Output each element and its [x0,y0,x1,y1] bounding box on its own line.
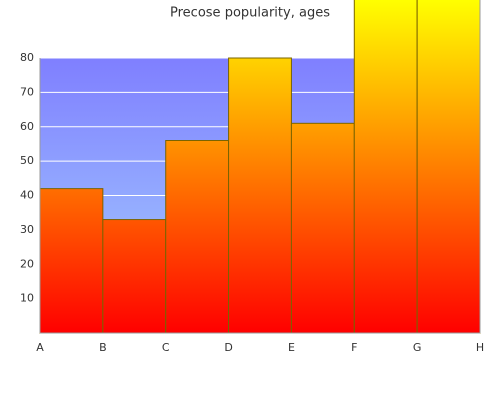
step-area [102,219,167,334]
x-tick-label: H [476,341,484,354]
y-tick-label: 20 [20,257,34,270]
step-area [228,57,292,334]
y-tick-label: 40 [20,189,34,202]
step-area [353,0,418,334]
step-area [165,140,230,334]
x-tick-label: E [288,341,295,354]
x-tick-label: D [224,341,232,354]
step-area [416,0,481,334]
x-tick-label: C [162,341,170,354]
chart-title: Precose popularity, ages [170,6,330,21]
step-area [39,188,104,334]
x-tick-label: B [99,341,107,354]
x-tick-label: F [351,341,357,354]
y-tick-label: 10 [20,292,34,305]
y-tick-label: 60 [20,120,34,133]
step-area [290,122,355,334]
y-tick-label: 80 [20,51,34,64]
y-tick-label: 30 [20,223,34,236]
y-tick-label: 50 [20,154,34,167]
x-tick-label: G [413,341,422,354]
y-tick-label: 70 [20,85,34,98]
x-tick-label: A [36,341,44,354]
